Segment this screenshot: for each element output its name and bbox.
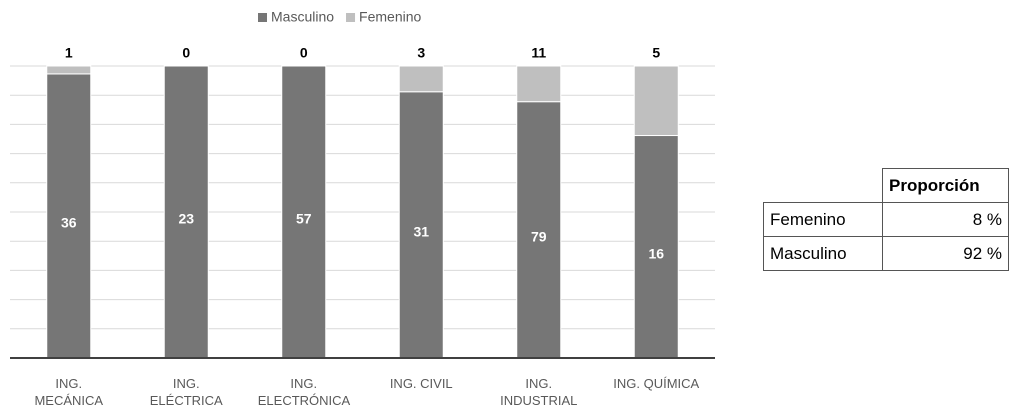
bar-segment xyxy=(163,65,209,359)
row-value: 92 % xyxy=(882,236,1009,271)
data-label: 1 xyxy=(65,45,73,61)
x-tick-label: ING. QUÍMICA xyxy=(613,376,700,391)
data-label: 5 xyxy=(652,45,660,61)
legend-label: Masculino xyxy=(271,9,334,25)
data-label: 0 xyxy=(300,45,308,61)
table-header: Proporción xyxy=(882,168,1009,203)
row-value: 8 % xyxy=(882,202,1009,237)
bar-segment xyxy=(516,101,562,359)
row-label: Masculino xyxy=(763,236,883,271)
x-tick-label: ING. MECÁNICA xyxy=(34,376,104,408)
row-label: Femenino xyxy=(763,202,883,237)
chart: Masculino Femenino 36 1 23 0 57 0 31 3 79 11 16 5 xyxy=(10,9,715,359)
data-label: 36 xyxy=(61,215,77,231)
legend-swatch xyxy=(346,13,356,22)
x-tick-label: ING. ELÉCTRICA xyxy=(149,376,223,408)
proportion-table: Proporción Femenino 8 % Masculino 92 % xyxy=(763,168,1009,271)
x-tick-label: ING. INDUSTRIAL xyxy=(500,376,578,408)
blank-cell xyxy=(764,169,883,203)
data-label: 79 xyxy=(531,229,547,245)
data-label: 57 xyxy=(296,211,312,227)
data-label: 23 xyxy=(178,211,194,227)
data-label: 31 xyxy=(413,224,429,240)
bar-segment xyxy=(398,65,444,93)
data-label: 11 xyxy=(531,45,546,61)
x-tick-label: ING. ELECTRÓNICA xyxy=(257,376,351,408)
data-label: 3 xyxy=(417,45,425,61)
bar-segment xyxy=(516,65,562,103)
data-label: 16 xyxy=(648,245,664,261)
legend-swatch xyxy=(258,13,267,22)
bar-segment xyxy=(633,65,679,137)
x-tick-label: ING. CIVIL xyxy=(389,376,453,391)
legend-label: Femenino xyxy=(359,9,421,25)
bar-segment xyxy=(633,135,679,359)
data-label: 0 xyxy=(182,45,190,61)
bar-segment xyxy=(46,65,92,75)
bar-segment xyxy=(398,91,444,359)
